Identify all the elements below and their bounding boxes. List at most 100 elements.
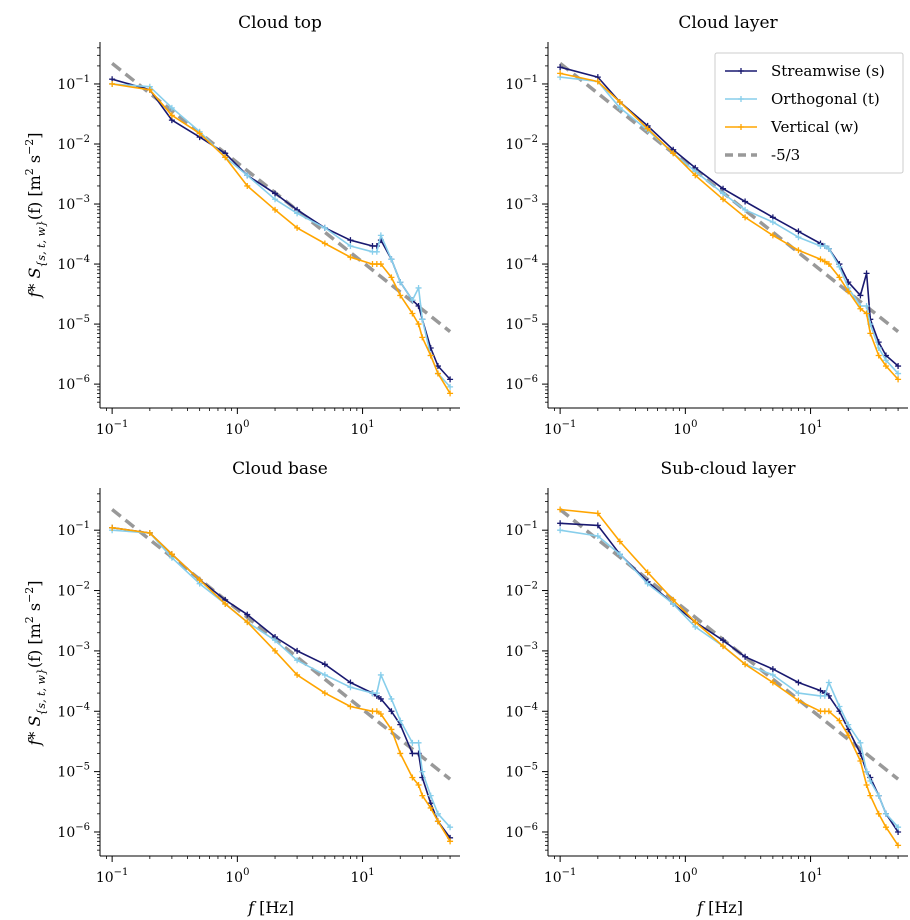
y-tick-label: 10−6 bbox=[505, 374, 538, 393]
data-point-orthogonal bbox=[720, 190, 727, 197]
data-point-orthogonal bbox=[409, 297, 416, 304]
data-point-orthogonal bbox=[347, 684, 354, 691]
data-point-vertical bbox=[845, 732, 852, 739]
legend-label: -5/3 bbox=[771, 146, 800, 164]
data-point-vertical bbox=[168, 112, 175, 119]
data-point-orthogonal bbox=[447, 824, 454, 831]
data-point-streamwise bbox=[557, 64, 564, 71]
data-point-orthogonal bbox=[795, 690, 802, 697]
series-line-streamwise bbox=[111, 78, 451, 380]
data-point-vertical bbox=[895, 376, 902, 383]
panel-title: Cloud top bbox=[238, 13, 322, 33]
data-point-streamwise bbox=[347, 237, 354, 244]
x-tick-label: 101 bbox=[350, 867, 374, 886]
data-point-streamwise bbox=[321, 661, 328, 668]
data-point-vertical bbox=[616, 99, 623, 106]
x-tick-label: 100 bbox=[673, 867, 697, 886]
data-point-vertical bbox=[377, 711, 384, 718]
legend: Streamwise (s) Orthogonal (t) Vertical (w)… bbox=[714, 52, 904, 174]
data-point-vertical bbox=[557, 70, 564, 77]
y-tick-label: 10−5 bbox=[57, 314, 90, 333]
data-point-orthogonal bbox=[419, 316, 426, 323]
data-point-vertical bbox=[557, 506, 564, 513]
data-point-streamwise bbox=[769, 666, 776, 673]
data-point-vertical bbox=[146, 86, 153, 93]
data-point-vertical bbox=[857, 305, 864, 312]
data-point-vertical bbox=[825, 261, 832, 268]
y-tick-label: 10−2 bbox=[57, 134, 90, 153]
y-tick-label: 10−5 bbox=[57, 762, 90, 781]
data-point-streamwise bbox=[272, 190, 279, 197]
data-point-orthogonal bbox=[419, 768, 426, 775]
data-point-vertical bbox=[720, 196, 727, 203]
data-point-orthogonal bbox=[594, 533, 601, 540]
data-point-vertical bbox=[222, 154, 229, 161]
data-point-vertical bbox=[867, 792, 874, 799]
data-point-orthogonal bbox=[769, 219, 776, 226]
data-point-orthogonal bbox=[415, 739, 422, 746]
x-axis-label-right: f [Hz] bbox=[696, 898, 743, 917]
data-point-vertical bbox=[347, 703, 354, 710]
data-point-vertical bbox=[447, 838, 454, 845]
data-point-orthogonal bbox=[825, 245, 832, 252]
panel-grid: Cloud top 10−1 100 101 10−6 10−5 10−4 10−3 10−2 1… bbox=[57, 13, 908, 886]
y-tick-label: 10−6 bbox=[505, 822, 538, 841]
data-point-orthogonal bbox=[875, 792, 882, 799]
data-point-vertical bbox=[825, 708, 832, 715]
x-axis-label-left: f [Hz] bbox=[247, 898, 294, 917]
series-line-orthogonal bbox=[112, 529, 451, 828]
data-point-vertical bbox=[836, 717, 843, 724]
data-point-vertical bbox=[644, 125, 651, 132]
data-point-vertical bbox=[845, 288, 852, 295]
data-point-vertical bbox=[272, 647, 279, 654]
x-tick-label: 100 bbox=[673, 419, 697, 438]
x-tick-label: 101 bbox=[798, 419, 822, 438]
data-point-vertical bbox=[670, 596, 677, 603]
data-point-vertical bbox=[882, 363, 889, 370]
data-point-vertical bbox=[397, 292, 404, 299]
data-point-vertical bbox=[742, 661, 749, 668]
data-point-orthogonal bbox=[836, 263, 843, 270]
panel-2: Cloud base 10−1 100 101 10−6 10−5 10−4 10−3 10−2… bbox=[57, 459, 460, 886]
x-tick-label: 10−1 bbox=[544, 867, 577, 886]
data-point-vertical bbox=[692, 619, 699, 626]
legend-label: Streamwise (s) bbox=[771, 62, 885, 80]
x-tick-label: 100 bbox=[225, 419, 249, 438]
y-tick-label: 10−4 bbox=[57, 254, 90, 273]
data-point-vertical bbox=[857, 757, 864, 764]
data-point-streamwise bbox=[434, 363, 441, 370]
data-point-streamwise bbox=[388, 708, 395, 715]
data-point-vertical bbox=[434, 370, 441, 377]
data-point-streamwise bbox=[377, 695, 384, 702]
data-point-vertical bbox=[434, 818, 441, 825]
data-point-orthogonal bbox=[397, 717, 404, 724]
data-point-vertical bbox=[875, 810, 882, 817]
y-tick-label: 10−1 bbox=[505, 520, 538, 539]
data-point-orthogonal bbox=[168, 104, 175, 111]
data-point-orthogonal bbox=[321, 224, 328, 231]
data-point-orthogonal bbox=[409, 739, 416, 746]
data-point-vertical bbox=[415, 782, 422, 789]
data-point-vertical bbox=[863, 782, 870, 789]
data-point-vertical bbox=[388, 726, 395, 733]
y-tick-label: 10−5 bbox=[505, 314, 538, 333]
data-point-streamwise bbox=[742, 198, 749, 205]
reference-line-minus-5-3 bbox=[559, 62, 900, 333]
data-point-orthogonal bbox=[294, 657, 301, 664]
data-point-streamwise bbox=[795, 679, 802, 686]
y-tick-label: 10−3 bbox=[505, 641, 538, 660]
panel-1: Cloud layer 10−1 100 101 10−6 10−5 10−4 10−3 10−… bbox=[505, 13, 908, 438]
data-point-orthogonal bbox=[415, 284, 422, 291]
data-point-orthogonal bbox=[882, 810, 889, 817]
data-point-orthogonal bbox=[845, 721, 852, 728]
legend-label: Vertical (w) bbox=[770, 118, 859, 136]
data-point-vertical bbox=[388, 274, 395, 281]
data-point-streamwise bbox=[244, 611, 251, 618]
data-point-vertical bbox=[863, 310, 870, 317]
panel-title: Sub-cloud layer bbox=[660, 459, 796, 479]
data-point-orthogonal bbox=[388, 256, 395, 263]
legend-swatch-marker bbox=[738, 124, 744, 130]
data-point-vertical bbox=[168, 551, 175, 558]
data-point-vertical bbox=[272, 206, 279, 213]
data-point-vertical bbox=[670, 150, 677, 157]
